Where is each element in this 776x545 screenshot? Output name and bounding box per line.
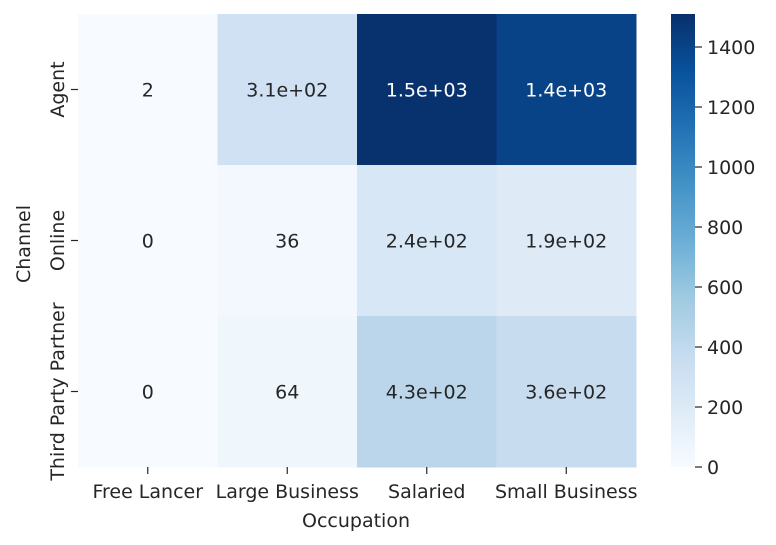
heatmap-cell	[496, 316, 637, 468]
cell-annotation: 1.4e+03	[525, 80, 607, 102]
colorbar-tick-label: 1200	[707, 97, 755, 119]
y-axis-ticks: Agent Online Third Party Partner	[47, 61, 78, 482]
colorbar-tick-label: 400	[707, 337, 743, 359]
heatmap-cells	[78, 14, 637, 468]
y-axis-label: Channel	[13, 205, 35, 283]
x-axis-label: Occupation	[302, 510, 410, 532]
y-tick-label: Online	[47, 210, 69, 271]
cell-annotation: 0	[142, 382, 154, 404]
heatmap-cell	[78, 316, 218, 468]
colorbar-tick-label: 1400	[707, 37, 755, 59]
x-tick-label: Large Business	[216, 481, 359, 503]
cell-annotation: 36	[275, 231, 299, 253]
x-tick-label: Small Business	[495, 481, 638, 503]
cell-annotation: 2.4e+02	[386, 231, 468, 253]
colorbar-tick-label: 600	[707, 277, 743, 299]
cell-annotation: 1.9e+02	[525, 231, 607, 253]
heatmap-cell	[217, 316, 358, 468]
heatmap-annotations: 2 3.1e+02 1.5e+03 1.4e+03 0 36 2.4e+02 1.9e+02 0…	[142, 80, 608, 404]
x-axis-ticks: Free Lancer Large Business Salaried Small B…	[92, 467, 638, 503]
heatmap-cell	[357, 165, 497, 317]
y-tick-label: Third Party Partner	[47, 302, 69, 482]
colorbar-tick-label: 200	[707, 397, 743, 419]
y-tick-label: Agent	[47, 61, 69, 117]
heatmap-cell	[496, 14, 637, 166]
cell-annotation: 0	[142, 231, 154, 253]
colorbar-tick-label: 1000	[707, 157, 755, 179]
colorbar-ticks: 0 200 400 600 800 1000 1200 1400	[695, 37, 755, 479]
colorbar	[671, 14, 695, 467]
heatmap-cell	[78, 14, 218, 166]
heatmap-cell	[357, 14, 497, 166]
cell-annotation: 1.5e+03	[386, 80, 468, 102]
heatmap-cell	[357, 316, 497, 468]
heatmap-cell	[78, 165, 218, 317]
heatmap-cell	[217, 165, 358, 317]
heatmap-cell	[217, 14, 358, 166]
heatmap-cell	[496, 165, 637, 317]
cell-annotation: 3.6e+02	[525, 382, 607, 404]
colorbar-tick-label: 0	[707, 457, 719, 479]
colorbar-tick-label: 800	[707, 217, 743, 239]
x-tick-label: Salaried	[388, 481, 465, 503]
cell-annotation: 64	[275, 382, 299, 404]
cell-annotation: 3.1e+02	[246, 80, 328, 102]
cell-annotation: 4.3e+02	[386, 382, 468, 404]
cell-annotation: 2	[142, 80, 154, 102]
x-tick-label: Free Lancer	[92, 481, 203, 503]
